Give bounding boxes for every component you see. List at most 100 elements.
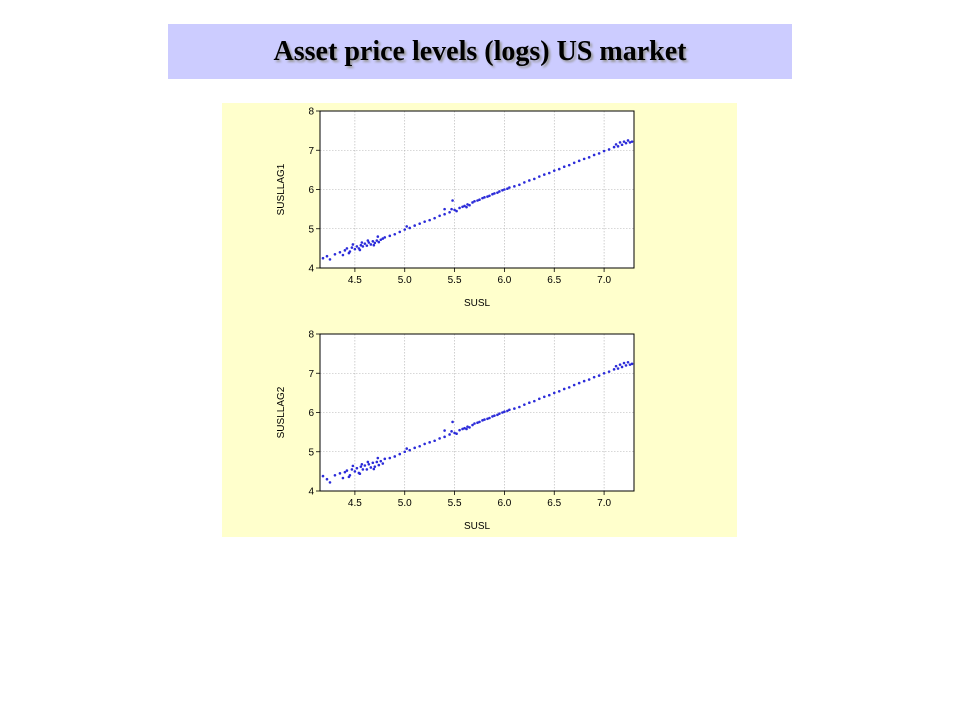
data-point — [381, 462, 385, 465]
data-point — [451, 420, 454, 424]
data-point — [488, 194, 491, 198]
data-point — [376, 456, 380, 460]
data-point — [630, 140, 634, 143]
data-point — [383, 236, 387, 239]
data-point — [552, 391, 556, 395]
data-point — [398, 230, 402, 234]
data-point — [597, 152, 601, 155]
data-point — [630, 362, 634, 366]
data-point — [503, 188, 506, 191]
data-point — [367, 463, 371, 466]
data-point — [372, 243, 376, 247]
data-point — [538, 175, 541, 178]
data-point — [361, 245, 365, 248]
y-axis-label: SUSLLAG1 — [276, 163, 287, 215]
data-point — [491, 192, 494, 196]
data-point — [433, 216, 436, 220]
data-point — [513, 407, 516, 410]
data-point — [493, 414, 496, 417]
data-point — [355, 466, 359, 470]
y-tick-label: 4 — [308, 264, 314, 275]
data-point — [453, 431, 456, 435]
data-point — [443, 207, 446, 211]
data-point — [622, 140, 626, 143]
data-point — [338, 251, 342, 254]
data-point — [405, 447, 409, 450]
data-point — [481, 419, 484, 422]
data-point — [448, 210, 451, 214]
data-point — [388, 456, 392, 460]
data-point — [614, 364, 618, 368]
data-point — [501, 188, 504, 192]
data-point — [455, 432, 458, 435]
data-point — [602, 371, 606, 375]
y-tick-label: 8 — [308, 107, 314, 118]
y-tick-label: 7 — [308, 369, 314, 380]
data-point — [418, 444, 421, 448]
data-point — [528, 179, 531, 182]
data-point — [501, 411, 504, 414]
data-point — [366, 460, 370, 464]
data-point — [321, 474, 325, 478]
slide-title: Asset price levels (logs) US market — [273, 35, 687, 67]
data-point — [491, 415, 494, 418]
data-point — [518, 405, 521, 409]
data-point — [626, 360, 630, 364]
data-point — [413, 224, 416, 227]
x-tick-label: 4.5 — [348, 498, 362, 509]
data-point — [341, 253, 345, 257]
data-point — [468, 426, 471, 429]
data-point — [365, 244, 369, 247]
data-point — [376, 235, 380, 238]
data-point — [618, 363, 622, 366]
data-point — [483, 196, 486, 199]
data-point — [533, 177, 536, 181]
scatter-plot-1: 4.5 5.0 5.5 6.0 6.5 7.0 4 5 6 7 8 SUSL SUSLLAG1 — [276, 107, 635, 309]
data-point — [465, 205, 468, 209]
data-point — [496, 191, 499, 194]
data-point — [473, 199, 476, 203]
data-point — [423, 220, 426, 223]
data-point — [506, 187, 509, 191]
data-point — [451, 199, 454, 202]
data-point — [371, 240, 375, 243]
plot-frame — [319, 333, 635, 492]
data-point — [353, 470, 357, 473]
data-point — [547, 393, 551, 397]
data-point — [403, 450, 407, 454]
data-point — [465, 427, 468, 431]
data-point — [612, 368, 616, 371]
data-point — [533, 399, 536, 403]
data-point — [443, 435, 446, 439]
data-point — [377, 463, 381, 467]
data-point — [355, 245, 359, 248]
data-point — [321, 256, 325, 260]
data-point — [488, 416, 491, 420]
data-point — [373, 465, 377, 468]
data-point — [562, 387, 566, 391]
data-point — [403, 228, 407, 231]
data-point — [547, 171, 551, 175]
x-tick-label: 5.0 — [398, 275, 412, 286]
data-point — [498, 190, 501, 193]
y-tick-label: 5 — [308, 447, 314, 458]
scatter-plots: 4.5 5.0 5.5 6.0 6.5 7.0 4 5 6 7 8 SUSL SUSLLAG1 4.5 5.… — [276, 107, 635, 532]
data-point — [567, 163, 571, 167]
data-point — [506, 409, 509, 413]
data-point — [597, 374, 601, 377]
x-tick-label: 5.5 — [448, 498, 462, 509]
data-point — [481, 196, 484, 200]
data-point — [369, 466, 373, 469]
data-point — [345, 247, 349, 250]
data-point — [458, 206, 461, 210]
data-point — [443, 212, 446, 216]
data-point — [365, 468, 369, 471]
data-point — [360, 241, 364, 244]
data-point — [379, 459, 383, 463]
data-point — [557, 167, 561, 171]
data-point — [383, 457, 387, 461]
data-point — [466, 425, 469, 428]
data-point — [557, 390, 561, 393]
data-point — [341, 476, 345, 480]
data-point — [592, 153, 596, 157]
